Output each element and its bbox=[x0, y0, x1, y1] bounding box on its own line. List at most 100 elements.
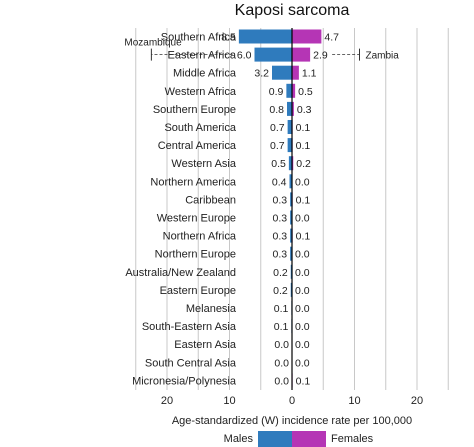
annotation-label: Mozambique bbox=[124, 38, 182, 49]
value-label-females: 0.0 bbox=[295, 176, 310, 188]
bar-males bbox=[290, 282, 292, 297]
category-label: Central America bbox=[158, 140, 237, 152]
value-label-males: 0.5 bbox=[271, 158, 286, 170]
value-label-females: 0.5 bbox=[298, 86, 313, 98]
bars: 8.5 4.7 6.0 2.9 3.2 1.1 0.9 0.5 0.8 0.3 0.7 0.1 0.7 0… bbox=[221, 28, 339, 390]
value-label-males: 0.2 bbox=[273, 267, 288, 279]
grid-lines bbox=[135, 28, 449, 390]
legend-swatch-males bbox=[258, 431, 292, 447]
bar-males bbox=[238, 29, 292, 44]
value-label-females: 0.1 bbox=[296, 231, 311, 243]
value-label-females: 0.0 bbox=[295, 249, 310, 261]
value-label-males: 0.4 bbox=[272, 176, 287, 188]
category-label: Melanesia bbox=[186, 303, 237, 315]
chart-title: Kaposi sarcoma bbox=[235, 2, 350, 19]
value-label-females: 2.9 bbox=[313, 50, 328, 62]
bar-males bbox=[290, 264, 292, 279]
category-label: Western Europe bbox=[157, 213, 236, 225]
bar-females bbox=[292, 83, 296, 98]
category-label: Southern Africa bbox=[161, 32, 237, 44]
value-label-females: 0.1 bbox=[296, 122, 311, 134]
value-label-males: 8.5 bbox=[221, 32, 236, 44]
x-tick-label: 20 bbox=[411, 395, 423, 407]
bar-males bbox=[286, 83, 292, 98]
bar-males bbox=[290, 228, 292, 243]
value-label-females: 0.0 bbox=[295, 285, 310, 297]
category-label: Southern Europe bbox=[153, 104, 236, 116]
legend: Males Females bbox=[224, 431, 374, 447]
legend-label-males: Males bbox=[224, 433, 254, 445]
category-label: Middle Africa bbox=[173, 68, 237, 80]
category-label: Australia/New Zealand bbox=[125, 267, 236, 279]
value-label-males: 6.0 bbox=[237, 50, 252, 62]
category-label: South Central Asia bbox=[145, 357, 237, 369]
value-label-females: 0.0 bbox=[295, 213, 310, 225]
value-label-males: 0.7 bbox=[270, 122, 285, 134]
value-label-females: 0.3 bbox=[297, 104, 312, 116]
category-label: Northern Europe bbox=[155, 249, 236, 261]
x-tick-label: 20 bbox=[161, 395, 173, 407]
value-label-males: 0.0 bbox=[274, 339, 289, 351]
x-axis-ticks: 20 10 0 10 20 bbox=[161, 395, 423, 407]
bar-females bbox=[292, 156, 294, 171]
value-label-females: 0.0 bbox=[295, 267, 310, 279]
legend-label-females: Females bbox=[331, 433, 374, 445]
category-label: Northern America bbox=[150, 176, 236, 188]
bar-males bbox=[287, 101, 292, 116]
x-tick-label: 0 bbox=[289, 395, 295, 407]
value-label-females: 4.7 bbox=[324, 32, 339, 44]
bar-males bbox=[287, 138, 292, 153]
value-label-females: 0.1 bbox=[296, 375, 311, 387]
category-label: Western Africa bbox=[165, 86, 237, 98]
category-label: Western Asia bbox=[171, 158, 236, 170]
value-label-males: 0.1 bbox=[274, 303, 289, 315]
value-label-males: 3.2 bbox=[254, 68, 269, 80]
category-label: Micronesia/Polynesia bbox=[132, 375, 237, 387]
x-tick-label: 10 bbox=[223, 395, 235, 407]
value-label-males: 0.3 bbox=[273, 194, 288, 206]
category-label: Eastern Africa bbox=[168, 50, 237, 62]
annotation-label: Zambia bbox=[366, 51, 400, 62]
bar-males bbox=[287, 120, 292, 134]
value-label-females: 0.1 bbox=[296, 140, 311, 152]
category-label: South-Eastern Asia bbox=[142, 321, 237, 333]
value-label-males: 0.2 bbox=[273, 285, 288, 297]
value-label-females: 0.2 bbox=[296, 158, 311, 170]
value-label-females: 0.1 bbox=[296, 194, 311, 206]
annotations: Mozambique Zambia bbox=[124, 38, 399, 62]
bar-males bbox=[254, 47, 292, 62]
value-label-males: 0.0 bbox=[274, 357, 289, 369]
value-label-males: 0.8 bbox=[269, 104, 284, 116]
bar-males bbox=[290, 210, 292, 225]
bar-males bbox=[272, 65, 292, 80]
value-label-females: 0.0 bbox=[295, 339, 310, 351]
value-label-males: 0.1 bbox=[274, 321, 289, 333]
bar-males bbox=[288, 156, 292, 171]
category-labels: Southern Africa Eastern Africa Middle Afri… bbox=[125, 32, 237, 388]
value-label-males: 0.3 bbox=[273, 249, 288, 261]
category-label: Eastern Asia bbox=[174, 339, 237, 351]
value-label-males: 0.9 bbox=[269, 86, 284, 98]
value-label-males: 0.3 bbox=[273, 231, 288, 243]
category-label: Caribbean bbox=[185, 194, 236, 206]
bar-females bbox=[292, 65, 299, 80]
bar-males bbox=[290, 246, 292, 261]
legend-swatch-females bbox=[292, 431, 326, 447]
bar-females bbox=[292, 101, 294, 116]
value-label-males: 0.7 bbox=[270, 140, 285, 152]
category-label: Northern Africa bbox=[163, 231, 237, 243]
category-label: South America bbox=[164, 122, 236, 134]
bar-females bbox=[292, 29, 322, 44]
value-label-females: 0.0 bbox=[295, 357, 310, 369]
category-label: Eastern Europe bbox=[160, 285, 236, 297]
value-label-females: 1.1 bbox=[302, 68, 317, 80]
bar-females bbox=[292, 47, 311, 62]
bar-males bbox=[289, 174, 292, 189]
value-label-males: 0.0 bbox=[274, 375, 289, 387]
value-label-males: 0.3 bbox=[273, 213, 288, 225]
bar-males bbox=[290, 192, 292, 207]
x-tick-label: 10 bbox=[348, 395, 360, 407]
value-label-females: 0.0 bbox=[295, 303, 310, 315]
